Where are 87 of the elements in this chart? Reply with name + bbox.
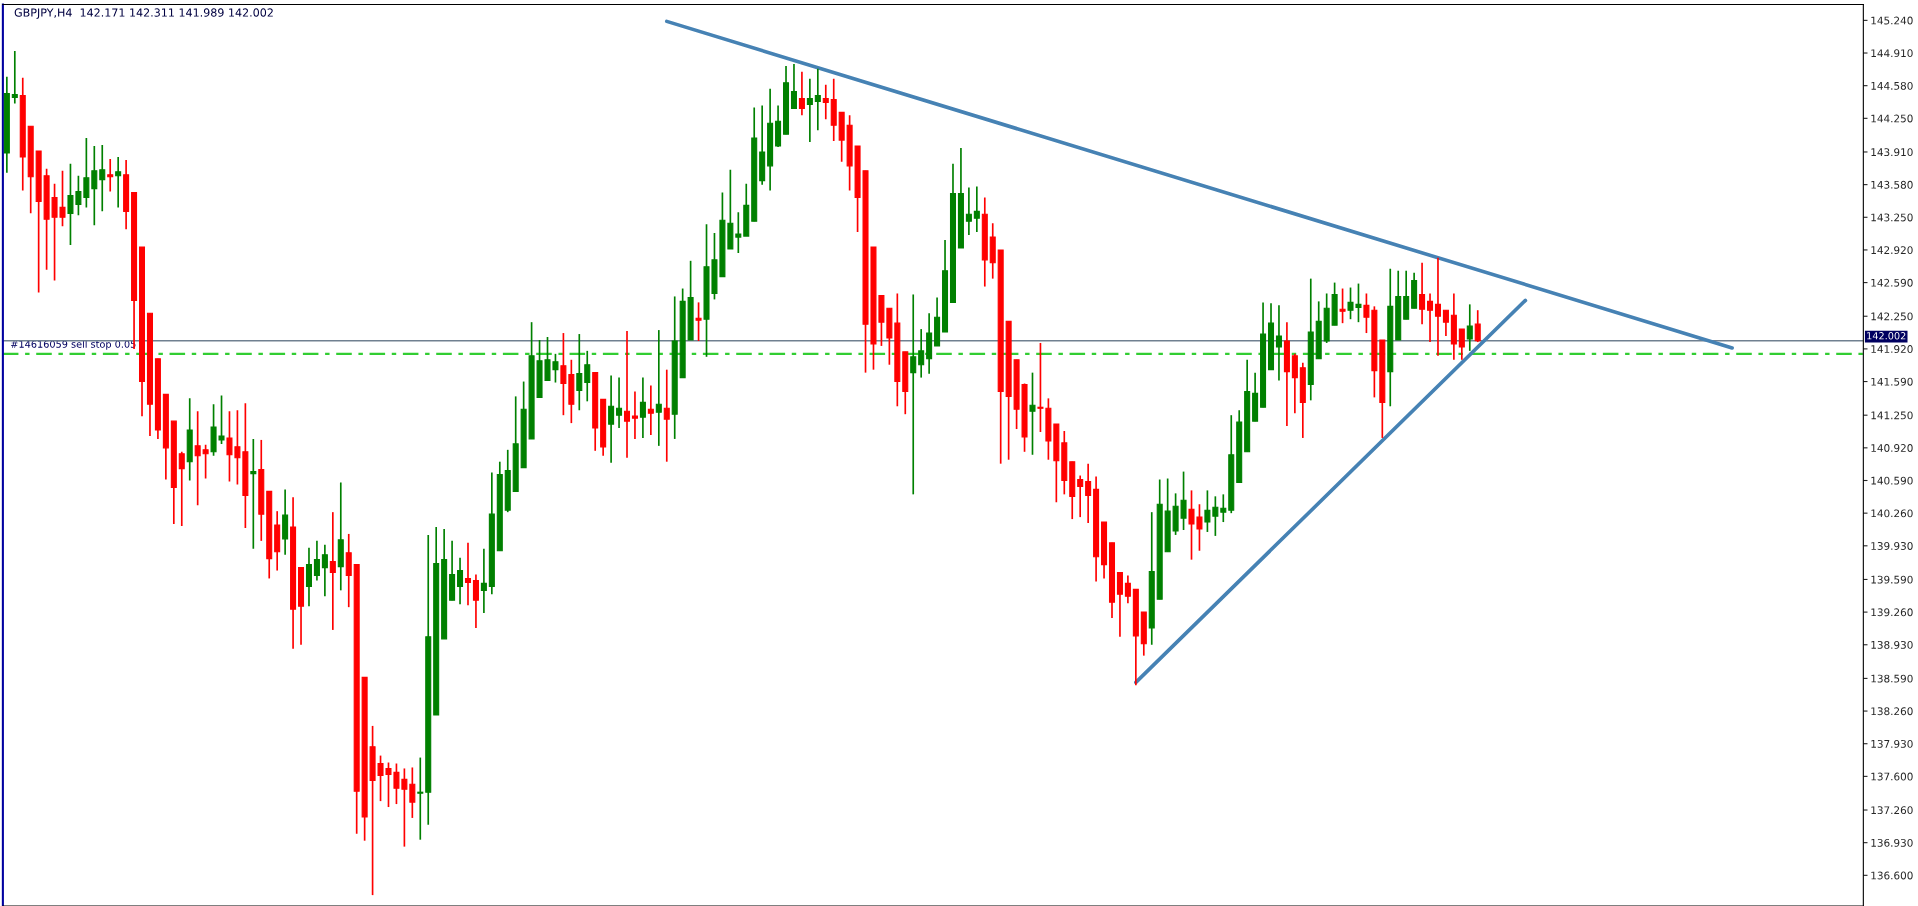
y-tick-label: 142.590 xyxy=(1871,278,1913,287)
candlestick xyxy=(1442,309,1449,337)
candlestick xyxy=(1427,292,1434,343)
candlestick xyxy=(1085,462,1092,524)
candlestick xyxy=(107,158,114,193)
candlestick xyxy=(472,573,479,629)
candlestick xyxy=(202,444,209,480)
candlestick xyxy=(480,547,487,614)
candlestick xyxy=(91,145,98,227)
candlestick xyxy=(1339,287,1346,324)
y-tick-label: 142.250 xyxy=(1871,312,1913,321)
candlestick xyxy=(464,542,472,607)
candlestick xyxy=(584,350,591,403)
candlestick xyxy=(1220,493,1227,523)
candlestick xyxy=(457,556,464,606)
y-tick-label: 139.930 xyxy=(1871,542,1913,550)
y-tick-label: 137.930 xyxy=(1871,739,1913,748)
candlestick xyxy=(790,63,797,110)
ref-line-label: 142.002 xyxy=(1867,332,1906,340)
candlestick xyxy=(1124,574,1131,605)
candlestick xyxy=(1474,309,1481,343)
candlestick xyxy=(1291,353,1298,415)
candlestick xyxy=(1466,303,1473,352)
candlestick xyxy=(1434,257,1441,357)
y-tick-label: 141.250 xyxy=(1871,411,1913,420)
candlestick xyxy=(313,540,320,582)
candlestick xyxy=(798,70,805,117)
y-tick-label: 138.930 xyxy=(1871,640,1913,649)
candlestick xyxy=(11,50,18,105)
candlestick xyxy=(250,438,257,550)
candlestick xyxy=(663,368,670,463)
candlestick xyxy=(1403,269,1410,321)
candlestick xyxy=(1419,261,1426,325)
y-tick-label: 142.920 xyxy=(1871,246,1913,255)
candlestick xyxy=(735,211,742,254)
y-tick-label: 136.600 xyxy=(1871,871,1913,880)
y-tick-label: 140.920 xyxy=(1871,444,1913,452)
candlestick xyxy=(910,293,917,496)
candlestick xyxy=(345,533,352,608)
y-tick-label: 144.250 xyxy=(1871,114,1913,123)
y-tick-label: 145.240 xyxy=(1871,16,1913,25)
candlestick xyxy=(918,328,925,379)
candlestick xyxy=(329,511,336,631)
y-tick-label: 140.260 xyxy=(1871,509,1913,518)
candlestick xyxy=(973,185,980,233)
candlestick xyxy=(822,83,829,121)
y-tick-label: 138.260 xyxy=(1871,707,1913,716)
candlestick xyxy=(631,390,638,440)
candlestick xyxy=(194,410,201,507)
candlestick xyxy=(1077,474,1084,518)
candlestick xyxy=(655,329,662,447)
candlestick xyxy=(99,144,106,213)
y-tick-label: 137.260 xyxy=(1871,806,1913,815)
y-tick-label: 141.920 xyxy=(1871,345,1913,353)
candlestick xyxy=(1458,328,1465,361)
candlestick xyxy=(814,68,821,132)
candlestick xyxy=(178,450,185,527)
y-tick-label: 139.590 xyxy=(1871,575,1913,584)
y-tick-label: 144.910 xyxy=(1871,49,1913,58)
candlestick xyxy=(417,756,424,841)
y-tick-label: 143.250 xyxy=(1871,213,1913,222)
candlestick xyxy=(1275,304,1282,382)
candlestick xyxy=(623,330,631,459)
y-tick-label: 138.590 xyxy=(1871,674,1913,683)
candlestick xyxy=(576,333,583,412)
y-tick-label: 139.260 xyxy=(1871,608,1913,617)
chart-title: GBPJPY,H4 142.171 142.311 141.989 142.002 xyxy=(14,8,273,19)
candlestick xyxy=(1116,571,1123,638)
candlestick xyxy=(321,543,328,598)
y-tick-label: 136.930 xyxy=(1871,838,1913,847)
candlestick xyxy=(115,156,122,209)
candlestick xyxy=(616,376,623,429)
y-tick-label: 137.600 xyxy=(1871,772,1913,781)
candlestick xyxy=(806,77,813,143)
y-tick-label: 141.590 xyxy=(1871,377,1913,386)
candlestick xyxy=(1029,371,1036,456)
y-tick-label: 140.590 xyxy=(1871,476,1913,485)
candlestick xyxy=(647,384,654,436)
candlestick xyxy=(639,376,646,439)
candlestick xyxy=(965,186,972,236)
candlestick xyxy=(282,488,289,556)
candlestick xyxy=(305,546,312,608)
y-tick-label: 144.580 xyxy=(1871,81,1913,90)
candlestick xyxy=(608,374,615,464)
y-tick-label: 143.580 xyxy=(1871,180,1913,189)
candlestick xyxy=(695,301,702,342)
y-tick-label: 143.910 xyxy=(1871,148,1913,157)
